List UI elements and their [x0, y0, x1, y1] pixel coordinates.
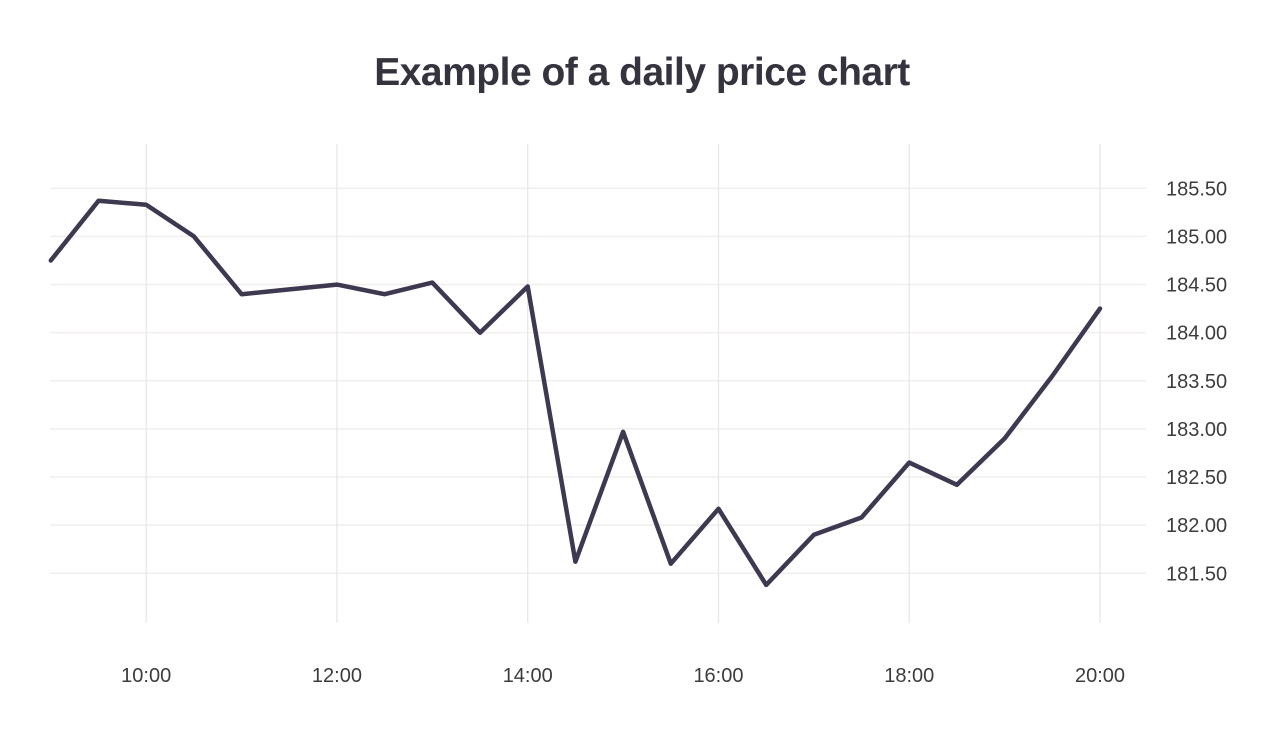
y-tick-label: 181.50	[1166, 563, 1227, 585]
y-tick-label: 185.50	[1166, 178, 1227, 200]
x-tick-label: 16:00	[693, 665, 743, 687]
y-axis-labels: 185.50 185.00 184.50 184.00 183.50 183.00 182.…	[1166, 178, 1227, 585]
y-tick-label: 182.50	[1166, 467, 1227, 489]
x-tick-label: 10:00	[121, 665, 171, 687]
x-axis-labels: 10:00 12:00 14:00 16:00 18:00 20:00	[121, 665, 1125, 687]
chart-title: Example of a daily price chart	[374, 51, 910, 94]
y-tick-label: 184.50	[1166, 275, 1227, 297]
x-tick-label: 14:00	[503, 665, 553, 687]
x-tick-label: 20:00	[1075, 665, 1125, 687]
x-tick-label: 12:00	[312, 665, 362, 687]
y-tick-label: 185.00	[1166, 226, 1227, 248]
y-tick-label: 183.50	[1166, 371, 1227, 393]
horizontal-gridlines	[50, 187, 1146, 575]
x-tick-label: 18:00	[884, 665, 934, 687]
vertical-gridlines	[145, 144, 1101, 623]
y-tick-label: 183.00	[1166, 419, 1227, 441]
y-tick-label: 184.00	[1166, 323, 1227, 345]
price-line-series	[48, 198, 1103, 588]
y-tick-label: 182.00	[1166, 515, 1227, 537]
